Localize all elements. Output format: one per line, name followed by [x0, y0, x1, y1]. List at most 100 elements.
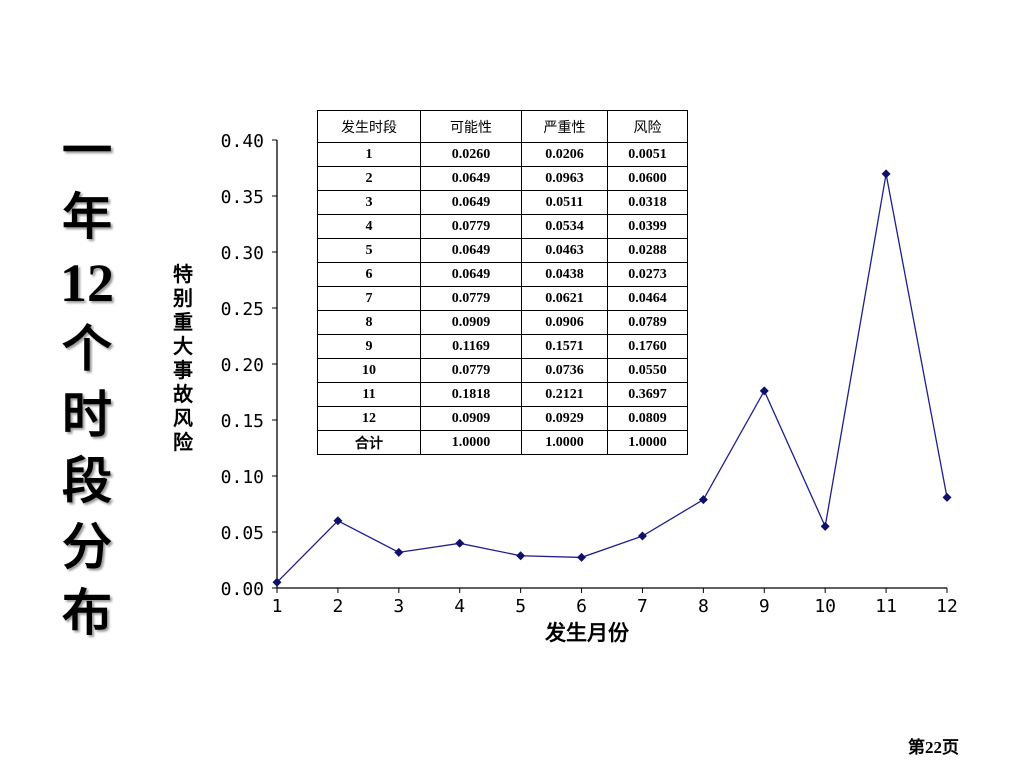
table-cell: 0.0318 [607, 190, 688, 215]
y-tick-label: 0.30 [221, 243, 264, 264]
table-cell: 0.3697 [607, 382, 688, 407]
table-cell: 0.0909 [420, 310, 522, 335]
y-tick-label: 0.15 [221, 411, 264, 432]
table-cell: 0.0906 [521, 310, 608, 335]
x-tick-label: 6 [576, 596, 587, 617]
table-cell: 0.2121 [521, 382, 608, 407]
table-cell: 6 [317, 262, 421, 287]
title-char: 一 [62, 121, 112, 180]
data-point [577, 552, 587, 562]
table-cell: 12 [317, 406, 421, 431]
x-tick-label: 12 [936, 596, 958, 617]
table-cell: 0.0511 [521, 190, 608, 215]
x-tick-label: 3 [393, 596, 404, 617]
table-header-cell: 风险 [607, 110, 688, 143]
title-char: 布 [62, 583, 112, 642]
x-tick-label: 2 [332, 596, 343, 617]
table-cell: 5 [317, 238, 421, 263]
x-tick-label: 11 [875, 596, 897, 617]
table-cell: 0.0649 [420, 238, 522, 263]
table-row: 6 0.0649 0.0438 0.0273 [317, 262, 688, 287]
table-cell: 0.0809 [607, 406, 688, 431]
table-cell: 1.0000 [420, 430, 522, 455]
table-cell: 7 [317, 286, 421, 311]
table-cell: 0.0909 [420, 406, 522, 431]
table-cell: 0.0438 [521, 262, 608, 287]
table-cell: 0.0273 [607, 262, 688, 287]
table-cell: 0.0779 [420, 358, 522, 383]
title-char: 年 [62, 187, 112, 246]
y-axis-label-char: 事 [173, 358, 193, 382]
table-cell: 0.0649 [420, 190, 522, 215]
table-cell: 8 [317, 310, 421, 335]
data-point [698, 495, 708, 505]
table-cell: 0.0464 [607, 286, 688, 311]
x-tick-label: 1 [272, 596, 283, 617]
table-row: 2 0.0649 0.0963 0.0600 [317, 166, 688, 191]
table-cell: 0.0789 [607, 310, 688, 335]
table-cell: 0.1818 [420, 382, 522, 407]
x-tick-label: 5 [515, 596, 526, 617]
table-cell: 0.0929 [521, 406, 608, 431]
table-row: 1 0.0260 0.0206 0.0051 [317, 142, 688, 167]
title-char: 12 [60, 253, 114, 313]
y-tick-label: 0.40 [221, 131, 264, 152]
table-cell: 0.0550 [607, 358, 688, 383]
y-axis-label-char: 险 [173, 430, 193, 454]
table-row: 10 0.0779 0.0736 0.0550 [317, 358, 688, 383]
data-point [759, 386, 769, 396]
y-tick-label: 0.00 [221, 579, 264, 600]
table-cell: 0.0051 [607, 142, 688, 167]
table-cell: 3 [317, 190, 421, 215]
y-axis-label-char: 风 [173, 406, 193, 430]
title-char: 分 [62, 517, 112, 576]
table-cell: 0.0463 [521, 238, 608, 263]
table-cell: 0.1760 [607, 334, 688, 359]
y-tick-label: 0.20 [221, 355, 264, 376]
y-axis-label-char: 特 [173, 262, 193, 286]
table-cell: 合计 [317, 430, 421, 455]
x-tick-label: 9 [759, 596, 770, 617]
table-row: 8 0.0909 0.0906 0.0789 [317, 310, 688, 335]
data-point [637, 531, 647, 541]
table-cell: 0.1169 [420, 334, 522, 359]
data-point [942, 492, 952, 502]
table-row: 5 0.0649 0.0463 0.0288 [317, 238, 688, 263]
x-axis-label: 发生月份 [544, 621, 630, 645]
data-point [455, 538, 465, 548]
table-cell: 1 [317, 142, 421, 167]
data-point [881, 169, 891, 179]
x-tick-label: 10 [814, 596, 836, 617]
x-tick-label: 8 [698, 596, 709, 617]
table-cell: 0.0649 [420, 166, 522, 191]
table-header-cell: 严重性 [521, 110, 608, 143]
x-tick-label: 4 [454, 596, 465, 617]
y-tick-label: 0.05 [221, 523, 264, 544]
table-cell: 0.0260 [420, 142, 522, 167]
table-cell: 4 [317, 214, 421, 239]
table-row: 3 0.0649 0.0511 0.0318 [317, 190, 688, 215]
y-axis-label-char: 故 [173, 382, 193, 406]
data-point [516, 551, 526, 561]
table-row: 12 0.0909 0.0929 0.0809 [317, 406, 688, 431]
y-axis-label: 特别重大事故风险 [166, 262, 200, 454]
table-cell: 0.0736 [521, 358, 608, 383]
data-point [820, 521, 830, 531]
y-axis-label-char: 别 [173, 286, 193, 310]
table-cell: 0.0963 [521, 166, 608, 191]
title-char: 个 [62, 319, 112, 378]
data-point [333, 516, 343, 526]
risk-series-line [276, 173, 948, 583]
slide-title: 一年 12 个时段分布 [52, 118, 122, 646]
table-header-cell: 发生时段 [317, 110, 421, 143]
table-header-row: 发生时段 可能性 严重性 风险 [317, 110, 688, 143]
table-cell: 0.0288 [607, 238, 688, 263]
table-cell: 0.0206 [521, 142, 608, 167]
table-row: 合计 1.0000 1.0000 1.0000 [317, 430, 688, 455]
risk-table: 发生时段 可能性 严重性 风险 1 0.0260 0.0206 0.0051 2 0.0649 0… [317, 110, 688, 455]
table-cell: 11 [317, 382, 421, 407]
table-row: 7 0.0779 0.0621 0.0464 [317, 286, 688, 311]
title-char: 时 [62, 385, 112, 444]
table-row: 11 0.1818 0.2121 0.3697 [317, 382, 688, 407]
